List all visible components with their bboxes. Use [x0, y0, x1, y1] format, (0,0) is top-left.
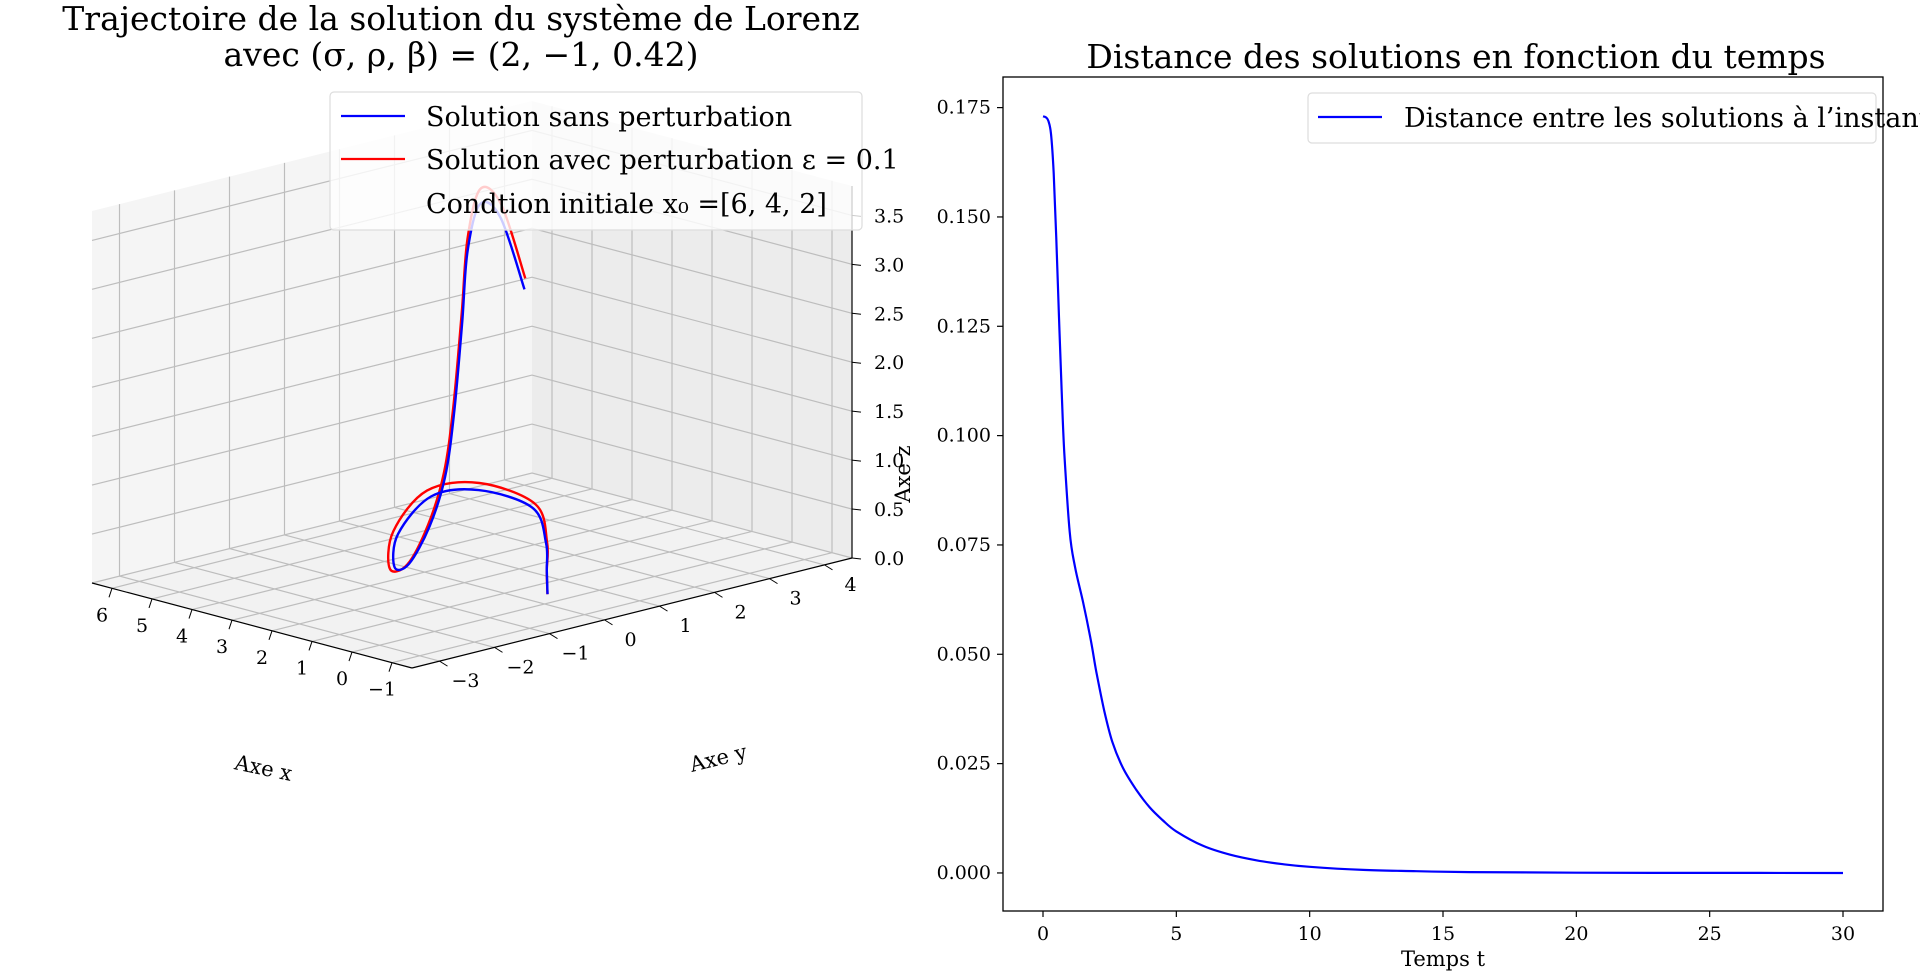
y-tick	[549, 633, 558, 640]
y-tick-label: 3	[789, 588, 801, 610]
y-tick-label-2d: 0.100	[937, 425, 991, 447]
plot2d-frame	[1002, 76, 1884, 912]
y-tick-label: 1	[679, 615, 691, 637]
legend-2d-frame	[1307, 92, 1877, 144]
x-tick-label-2d: 10	[1298, 923, 1322, 945]
legend-2d: Distance entre les solutions à l’instant…	[1307, 92, 1920, 144]
x-tick-label: 3	[216, 636, 228, 658]
z-tick-label: 3.0	[874, 254, 904, 276]
z-tick	[851, 557, 862, 560]
y-axis-line	[411, 557, 853, 669]
x-tick	[388, 662, 393, 672]
x-tick	[228, 620, 233, 630]
y-tick-label: −3	[451, 670, 479, 692]
z-tick	[851, 312, 862, 315]
plot3d-title-line2: avec (σ, ρ, β) = (2, −1, 0.42)	[224, 35, 699, 74]
y-tick-label: −2	[506, 656, 534, 678]
z-tick	[851, 361, 862, 364]
z-tick	[851, 508, 862, 511]
x-tick	[108, 588, 113, 598]
y-tick-label-2d: 0.025	[937, 753, 991, 775]
x-tick-label: 4	[176, 626, 188, 648]
z-tick	[851, 410, 862, 413]
legend-3d-frame	[329, 91, 863, 231]
distance-line	[1042, 115, 1844, 875]
y-tick	[659, 605, 668, 612]
x-tick-label: 6	[96, 604, 108, 626]
x-tick-label: 1	[296, 657, 308, 679]
x-tick	[308, 641, 313, 651]
x-axis-line	[91, 582, 413, 669]
x-tick-label-2d: 15	[1431, 923, 1455, 945]
legend-label-initial-condition: Condtion initiale x₀ =[6, 4, 2]	[426, 189, 827, 220]
axes-3d: −1 0 1 2 3 4 5 6 −3 −2 −1 0 1 2 3 4 0.0 0.5 1.0 1.5 2.0 2.5 3.…	[91, 186, 904, 701]
y-tick	[604, 619, 613, 626]
legend-label-distance: Distance entre les solutions à l’instant…	[1404, 103, 1920, 134]
plot-2d: Distance des solutions en fonction du te…	[937, 37, 1920, 971]
z-tick-label: 0.5	[874, 499, 904, 521]
x-tick-label-2d: 25	[1698, 923, 1722, 945]
x-tick	[348, 651, 353, 662]
x-ticks: 0 5 10 15 20 25 30	[1037, 911, 1855, 945]
y-tick	[439, 660, 448, 667]
y-ticks: 0.000 0.025 0.050 0.075 0.100 0.125 0.150 0.175	[937, 97, 1003, 884]
x-tick-label: −1	[368, 679, 396, 701]
x-tick-label: 2	[256, 647, 268, 669]
x-tick	[268, 630, 273, 640]
x-tick-label-2d: 0	[1037, 923, 1049, 945]
y-tick	[494, 646, 503, 653]
x-tick-label-2d: 30	[1831, 923, 1855, 945]
grid-line-z	[91, 276, 853, 388]
z-tick	[851, 263, 862, 266]
x-tick-label: 0	[336, 668, 348, 690]
y-tick-label-2d: 0.075	[937, 534, 991, 556]
x-tick-label-2d: 20	[1564, 923, 1588, 945]
x-tick	[188, 609, 193, 619]
y-tick-label: −1	[561, 643, 589, 665]
plot2d-x-axis-label: Temps t	[1401, 947, 1486, 971]
plot3d-title-line1: Trajectoire de la solution du système de…	[62, 0, 859, 38]
x-tick-label: 5	[136, 615, 148, 637]
x-tick-label-2d: 5	[1170, 923, 1182, 945]
trajectory-unperturbed	[392, 200, 549, 595]
y-tick	[824, 564, 833, 571]
plot2d-title: Distance des solutions en fonction du te…	[1086, 37, 1825, 76]
y-axis-label: Axe y	[686, 740, 749, 778]
grid-line-z	[91, 472, 853, 584]
y-tick-label-2d: 0.175	[937, 97, 991, 119]
y-tick	[769, 578, 778, 585]
legend-3d: Solution sans perturbation Solution avec…	[329, 91, 899, 231]
z-tick	[851, 459, 862, 462]
z-axis-label: Axe z	[891, 445, 915, 503]
plot-3d: Trajectoire de la solution du système de…	[62, 0, 915, 786]
x-axis-label: Axe x	[232, 750, 295, 786]
grid-line-z	[91, 423, 853, 535]
x-tick	[148, 598, 153, 609]
z-tick-label: 3.5	[874, 205, 904, 227]
y-tick-label-2d: 0.000	[937, 862, 991, 884]
grid-line-z	[91, 325, 853, 437]
y-tick-label-2d: 0.125	[937, 315, 991, 337]
z-tick-label: 0.0	[874, 548, 904, 570]
z-tick-label: 2.5	[874, 303, 904, 325]
y-tick-label-2d: 0.050	[937, 643, 991, 665]
z-tick-label: 2.0	[874, 352, 904, 374]
y-tick-label-2d: 0.150	[937, 206, 991, 228]
axes-grid	[91, 106, 853, 664]
grid-line-z	[91, 374, 853, 486]
z-tick-label: 1.5	[874, 401, 904, 423]
y-tick-label: 0	[624, 629, 636, 651]
y-tick-label: 2	[734, 601, 746, 623]
z-tick-label: 1.0	[874, 450, 904, 472]
legend-label-unperturbed: Solution sans perturbation	[426, 102, 792, 133]
y-tick-label: 4	[844, 574, 856, 596]
y-tick	[714, 591, 723, 598]
legend-label-perturbed: Solution avec perturbation ε = 0.1	[426, 145, 899, 176]
